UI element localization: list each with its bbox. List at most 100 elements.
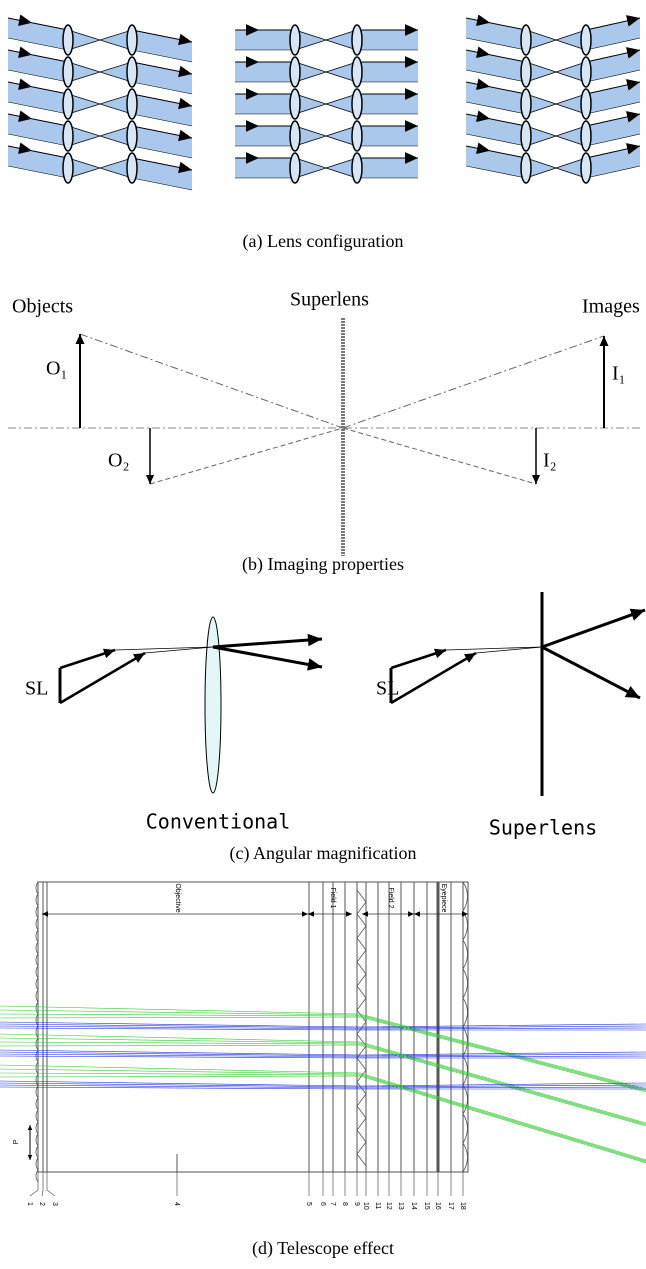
lens [63,153,73,183]
surface-number: 5 [305,1202,312,1206]
lens [352,25,362,55]
line [542,610,645,647]
light-band [8,18,68,50]
lens [63,57,73,87]
arrowhead [462,911,468,916]
label: Images [582,296,640,318]
surface-number: 6 [319,1202,326,1206]
surface-number: 3 [51,1202,58,1206]
caption: (d) Telescope effect [252,1238,394,1259]
arrowhead [308,634,322,647]
light-band [235,94,295,114]
line [42,1190,43,1196]
surface-number: 17 [447,1202,454,1210]
arrowhead [28,1155,33,1160]
surface-number: 1 [26,1202,33,1206]
surface-number: 16 [434,1202,441,1210]
light-band [132,158,192,190]
arrowhead [146,475,154,484]
arrowhead [103,649,115,658]
line [343,428,536,484]
surface-number: 14 [410,1202,417,1210]
surface-number: 9 [353,1202,360,1206]
surface-number: 4 [173,1202,180,1206]
label: Conventional [146,810,291,834]
light-band [235,30,295,50]
label: I₁ [612,363,626,385]
arrowhead [346,911,352,916]
line [391,653,476,703]
surface-number: 18 [459,1202,466,1210]
arrowhead [414,911,420,916]
label: O₂ [108,450,129,472]
light-band [235,126,295,146]
lens [581,89,591,119]
line [150,428,343,484]
arrowhead [28,1125,33,1130]
caption: (a) Lens configuration [243,231,404,252]
surface-number: 13 [397,1202,404,1210]
lens [521,25,531,55]
line [47,1190,55,1196]
label: Objects [12,296,73,318]
surface-number: 15 [423,1202,430,1210]
light-band [466,18,526,50]
light-band [466,50,526,82]
arrowhead [434,649,446,658]
arrowhead [362,911,368,916]
lens [290,121,300,151]
lens [581,153,591,183]
arrowhead [302,911,308,916]
light-band [8,114,68,146]
label: I₂ [543,450,557,472]
lens [521,89,531,119]
surface-number: 7 [329,1202,336,1206]
lens [521,153,531,183]
line [542,647,640,698]
line [213,647,322,667]
surface-number: 8 [341,1202,348,1206]
section-label: Field 1 [329,887,336,908]
section-label: Field 2 [387,887,394,908]
light-band [235,62,295,82]
light-band [8,146,68,178]
lens [127,121,137,151]
arrowhead [307,658,322,670]
label: SL [25,678,48,700]
lens [521,121,531,151]
light-band [235,158,295,178]
lens [63,25,73,55]
figure: (a) Lens configuration Objects Superlens… [0,0,646,1269]
lens [127,57,137,87]
lens [581,57,591,87]
surface-number: 12 [385,1202,392,1210]
label: Superlens [290,289,369,311]
line [30,1190,38,1196]
light-band [8,50,68,82]
surface-number: 2 [38,1202,45,1206]
lens [63,121,73,151]
lens [127,153,137,183]
light-band [132,126,192,158]
label: Superlens [489,816,597,840]
lens [290,25,300,55]
section-label: Objective [174,883,181,912]
lens [127,89,137,119]
caption: (c) Angular magnification [230,843,417,864]
line [213,639,322,647]
lens [352,153,362,183]
lens [290,153,300,183]
arrowhead [630,609,645,621]
lens [352,89,362,119]
surface-number: 10 [362,1202,369,1210]
lens [205,617,221,793]
line [80,334,343,428]
light-band [466,146,526,178]
lens [63,89,73,119]
lens [127,25,137,55]
p-label: P [13,1139,20,1144]
section-label: Eyepiece [440,884,447,913]
lens [352,57,362,87]
lens [581,25,591,55]
lens [290,57,300,87]
